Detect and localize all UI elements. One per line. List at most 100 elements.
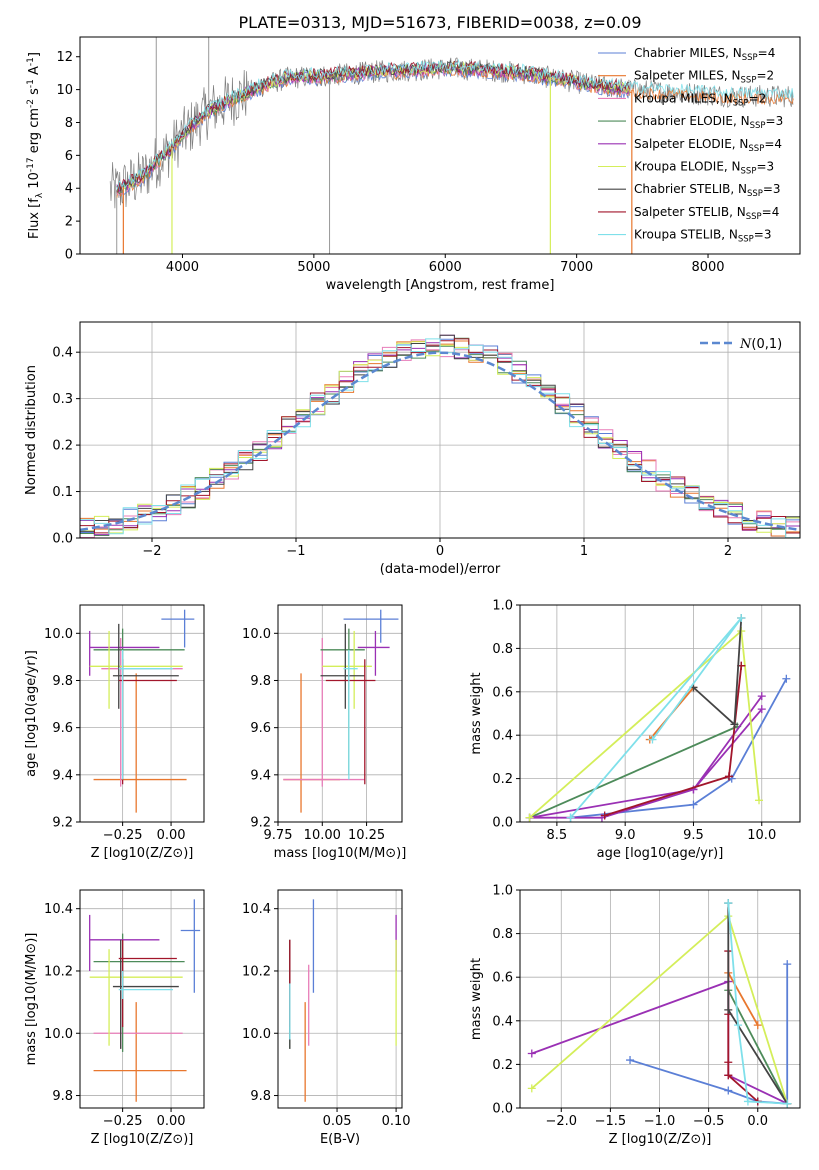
x-axis-label: Z [log10(Z/Z⊙)] [609, 1132, 712, 1147]
label-segment: Z [log10(Z/Z⊙)] [91, 1132, 194, 1147]
x-tick-label: −0.5 [693, 1114, 725, 1129]
legend-name: Chabrier MILES, N [634, 46, 742, 60]
residuals-panel: −2 −1 0 1 2 0.0 0.1 0.2 0.3 0.4 (data-model)/error… [24, 321, 801, 577]
weight-vs-age-panel: 8.5 9.0 9.5 10.0 0.0 0.2 0.4 0.6 0.8 1.0 age [log1… [469, 599, 801, 861]
y-tick-label: 0.2 [492, 1058, 513, 1073]
label-segment: s [27, 88, 42, 99]
y-tick-label: 9.4 [250, 768, 271, 783]
mass-weight-marker [724, 899, 733, 908]
plot-area [80, 334, 800, 538]
legend-name: Salpeter MILES, N [634, 69, 741, 83]
x-axis-label: age [log10(age/yr)] [597, 846, 724, 861]
label-segment: mass [log10(M/M⊙)] [24, 933, 39, 1066]
legend-name: Kroupa STELIB, N [634, 228, 738, 242]
mass-weight-line [529, 629, 760, 819]
legend-count: =3 [763, 182, 781, 196]
y-tick-label: 0.2 [52, 439, 73, 454]
grid [80, 605, 204, 823]
legend-count: =3 [756, 160, 774, 174]
plot-area [527, 899, 792, 1108]
mass-weight-marker [724, 1086, 733, 1095]
y-axis-label: Flux [fλ 10-17 erg cm-2 s-1 A-1] [26, 52, 45, 239]
grid [277, 605, 402, 823]
y-tick-label: 0.3 [52, 392, 73, 407]
plot-area [289, 899, 397, 1102]
mass-weight-marker [730, 720, 739, 729]
legend-count: =2 [756, 69, 774, 83]
x-axis-label: Z [log10(Z/Z⊙)] [91, 1132, 194, 1147]
mass-weight-marker [724, 1005, 733, 1014]
axes-frame [277, 604, 403, 823]
label-segment: A [27, 66, 42, 79]
y-tick-label: 0.6 [492, 685, 513, 700]
x-tick-label: 0.00 [157, 1114, 186, 1129]
grid [278, 890, 402, 1108]
mass-weight-marker [757, 705, 766, 714]
axes: −2.0 −1.5 −1.0 −0.5 0.0 0.0 0.2 0.4 0.6 0.8 1.0 Z [… [469, 884, 801, 1147]
mass-weight-marker [782, 674, 791, 683]
mass-weight-marker [753, 1021, 762, 1030]
label-segment: wavelength [Angstrom, rest frame] [326, 278, 555, 293]
legend-name: Salpeter ELODIE, N [634, 137, 748, 151]
legend-name: Chabrier STELIB, N [634, 182, 747, 196]
normal-distribution-curve [80, 351, 800, 532]
plot-area [109, 37, 794, 254]
x-axis-label: E(B-V) [320, 1132, 360, 1147]
mass-vs-metallicity-panel: −0.25 0.00 9.8 10.0 10.2 10.4 Z [log10(Z/Z⊙)] m… [24, 889, 205, 1147]
x-tick-label: 0.05 [323, 1114, 352, 1129]
label-segment: λ [35, 192, 45, 198]
mass-weight-line [529, 695, 763, 819]
x-tick-label: 5000 [297, 260, 330, 275]
plot-area [525, 614, 791, 822]
x-tick-label: 0.00 [157, 828, 186, 843]
x-tick-label: 9.5 [683, 828, 704, 843]
mass-weight-marker [755, 796, 764, 805]
legend-subscript: SSP [741, 76, 757, 86]
y-tick-label: 0.6 [492, 971, 513, 986]
mass-weight-marker [783, 960, 792, 969]
model-spectrum-line [116, 65, 794, 198]
legend-count: =2 [749, 91, 767, 105]
age-vs-metallicity-panel: −0.25 0.00 9.2 9.4 9.6 9.8 10.0 Z [log10(Z/Z⊙)]… [24, 604, 205, 861]
axes-frame [519, 604, 801, 823]
x-tick-label: 4000 [166, 260, 199, 275]
axes-frame [79, 36, 801, 255]
grid [80, 890, 204, 1108]
y-tick-label: 4 [65, 182, 73, 197]
mass-weight-marker [527, 1049, 536, 1058]
mass-weight-marker [566, 813, 575, 822]
y-tick-label: 2 [65, 215, 73, 230]
legend-label: Salpeter MILES, NSSP=2 [634, 69, 774, 86]
y-tick-label: 9.2 [250, 816, 271, 831]
x-tick-label: 9.0 [615, 828, 636, 843]
legend-subscript: SSP [741, 167, 757, 177]
x-tick-label: 6000 [429, 260, 462, 275]
x-tick-label: 0 [436, 544, 444, 559]
y-tick-label: 10.4 [44, 902, 73, 917]
axes: 8.5 9.0 9.5 10.0 0.0 0.2 0.4 0.6 0.8 1.0 age [log1… [469, 599, 801, 861]
x-tick-label: −0.25 [103, 828, 143, 843]
spectrum-panel: 4000 5000 6000 7000 8000 0 2 4 6 8 10 12 wavelength … [26, 36, 801, 293]
label-segment: mass [log10(M/M⊙)] [274, 846, 407, 861]
label-segment: mass weight [469, 672, 484, 754]
legend-label: N(0,1) [739, 337, 782, 352]
mass-weight-line [727, 972, 759, 1026]
y-tick-label: 0.2 [492, 772, 513, 787]
label-segment: -1 [26, 79, 36, 88]
y-tick-label: 1.0 [492, 599, 513, 614]
legend-label: Kroupa ELODIE, NSSP=3 [634, 160, 774, 177]
mass-weight-marker [724, 772, 733, 781]
mass-weight-line [692, 617, 743, 727]
x-tick-label: 0.0 [747, 1114, 768, 1129]
label-segment: -1 [26, 57, 36, 66]
weight-vs-metallicity-panel: −2.0 −1.5 −1.0 −0.5 0.0 0.0 0.2 0.4 0.6 0.8 1.0 Z [… [469, 884, 801, 1147]
x-tick-label: −1 [286, 544, 305, 559]
mass-weight-marker [734, 1021, 743, 1030]
label-segment: Normed distribution [24, 365, 39, 495]
mass-weight-marker [743, 1097, 752, 1106]
y-tick-label: 0.0 [52, 532, 73, 547]
label-segment: (data-model)/error [380, 562, 501, 577]
y-tick-label: 10 [56, 83, 73, 98]
